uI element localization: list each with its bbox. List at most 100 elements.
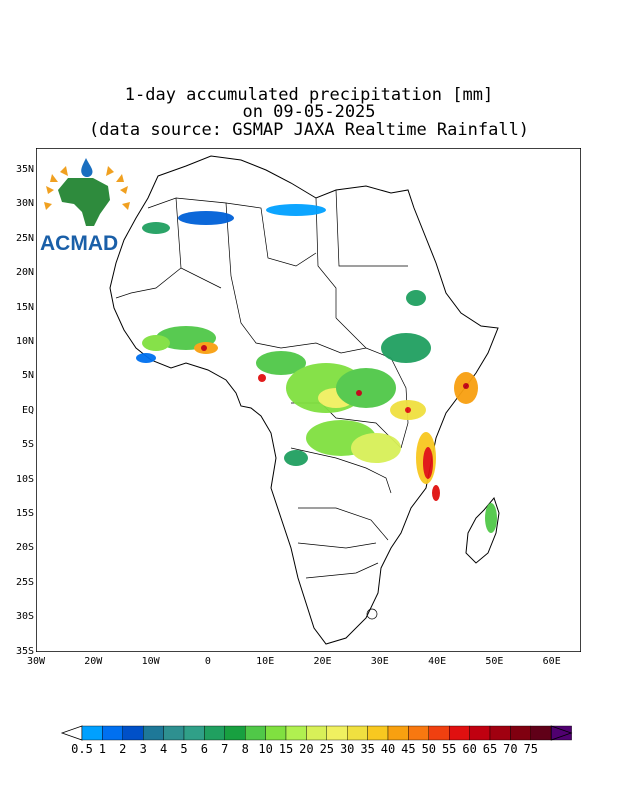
acmad-logo	[44, 158, 130, 226]
colorbar-label: 4	[159, 742, 168, 756]
map-title-line1: 1-day accumulated precipitation [mm]	[124, 85, 494, 105]
rain-area	[266, 204, 326, 216]
colorbar-label: 30	[339, 742, 355, 756]
map-title-line2: on 09-05-2025	[242, 102, 376, 122]
colorbar-label: 6	[200, 742, 208, 756]
colorbar-swatch	[367, 725, 389, 741]
colorbar-swatch	[183, 725, 205, 741]
longitude-label: 20W	[84, 656, 103, 667]
colorbar-label: 75	[523, 742, 539, 756]
colorbar	[60, 725, 573, 741]
colorbar-label: 3	[139, 742, 147, 756]
colorbar-label: 40	[380, 742, 396, 756]
latitude-label: 15N	[15, 301, 34, 313]
colorbar-swatch	[102, 725, 124, 741]
africa-continent-icon	[58, 178, 110, 226]
colorbar-label: 5	[180, 742, 188, 756]
latitude-label: 30S	[15, 611, 34, 623]
longitude-label: 40E	[428, 656, 447, 667]
sun-rays-icon	[44, 166, 130, 210]
longitude-label: 20E	[313, 656, 332, 667]
precipitation-map	[36, 148, 581, 652]
longitude-label: 10W	[141, 656, 160, 667]
colorbar-label: 70	[503, 742, 518, 756]
longitude-label: 10E	[256, 656, 275, 667]
rain-area	[405, 407, 411, 413]
colorbar-swatch	[510, 725, 531, 741]
colorbar-label: 50	[421, 742, 437, 756]
colorbar-swatch	[408, 725, 429, 741]
colorbar-label: 25	[319, 742, 335, 756]
colorbar-swatch	[244, 725, 266, 741]
colorbar-label: 60	[462, 742, 477, 756]
latitude-label: 35S	[15, 645, 34, 657]
colorbar-label: 45	[401, 742, 416, 756]
colorbar-swatch	[530, 725, 552, 741]
colorbar-label: 7	[221, 742, 229, 756]
madagascar-outline	[465, 496, 500, 564]
colorbar-swatch	[265, 725, 287, 741]
colorbar-swatch	[449, 725, 470, 741]
latitude-label: 30N	[15, 198, 34, 210]
colorbar-label: 2	[119, 742, 127, 756]
country-borders	[115, 189, 409, 579]
rain-area	[284, 450, 308, 466]
colorbar-swatch	[204, 725, 225, 741]
rain-area	[356, 390, 362, 396]
colorbar-swatch	[347, 725, 368, 741]
rain-area	[351, 433, 401, 463]
colorbar-label: 0.5	[71, 742, 93, 756]
africa-coastline	[109, 155, 499, 645]
rain-area	[201, 345, 207, 351]
longitude-label: 0	[204, 656, 211, 667]
precipitation-field	[136, 204, 497, 533]
longitude-label: 50E	[485, 656, 504, 667]
colorbar-swatch	[142, 725, 164, 741]
colorbar-label: 15	[278, 742, 294, 756]
rain-area	[256, 351, 306, 375]
colorbar-under-arrow	[60, 725, 83, 741]
rain-area	[381, 333, 431, 363]
rain-area	[136, 353, 156, 363]
colorbar-swatch	[163, 725, 185, 741]
latitude-label: 35N	[15, 164, 34, 175]
rain-area	[142, 222, 170, 234]
map-title-line3: (data source: GSMAP JAXA Realtime Rainfa…	[88, 120, 530, 140]
lesotho-outline	[366, 608, 378, 620]
colorbar-swatch	[224, 725, 246, 741]
logo-text: ACMAD	[40, 232, 119, 255]
rain-area	[432, 485, 440, 501]
rain-area	[336, 368, 396, 408]
colorbar-swatch	[306, 725, 327, 741]
latitude-label: 20N	[15, 267, 34, 279]
latitude-label: 5S	[21, 439, 34, 451]
colorbar-swatch	[326, 725, 348, 741]
latitude-label: 5N	[21, 370, 34, 382]
longitude-label: 30E	[370, 656, 389, 667]
colorbar-label: 35	[360, 742, 375, 756]
colorbar-label: 10	[258, 742, 273, 756]
colorbar-label: 20	[299, 742, 314, 756]
colorbar-label: 55	[441, 742, 457, 756]
latitude-label: 25S	[15, 576, 34, 588]
colorbar-over-arrow	[550, 725, 573, 741]
colorbar-label: 65	[482, 742, 498, 756]
latitude-label: 10S	[15, 473, 34, 485]
rain-area	[258, 374, 266, 382]
water-drop-icon	[81, 158, 93, 177]
latitude-label: 25N	[15, 232, 34, 244]
rain-area	[178, 211, 234, 225]
rain-area	[406, 290, 426, 306]
colorbar-swatch	[469, 725, 491, 741]
rain-area	[423, 447, 433, 479]
latitude-label: 15S	[15, 508, 34, 519]
colorbar-label: 8	[241, 742, 249, 756]
longitude-label: 60E	[542, 656, 561, 667]
colorbar-swatch	[489, 725, 511, 741]
latitude-label: 20S	[15, 542, 34, 554]
colorbar-swatch	[428, 725, 450, 741]
longitude-label: 30W	[26, 656, 46, 667]
rain-area	[142, 335, 170, 351]
rain-area	[485, 503, 497, 533]
colorbar-swatch	[81, 725, 103, 741]
